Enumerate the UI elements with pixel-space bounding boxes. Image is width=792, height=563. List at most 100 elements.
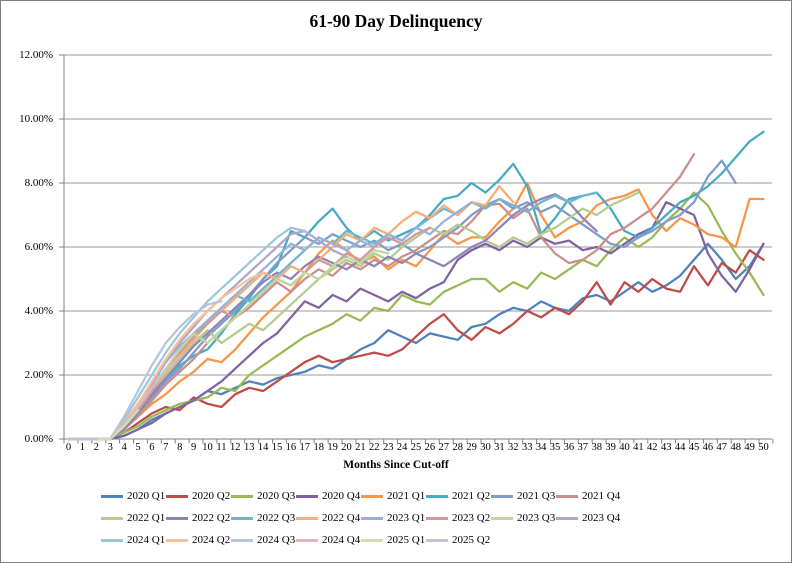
x-tick-label: 5 — [135, 442, 141, 453]
y-tick-label: 8.00% — [24, 177, 53, 189]
x-tick-label: 38 — [591, 442, 602, 453]
x-tick-label: 16 — [285, 442, 297, 453]
x-tick-label: 25 — [410, 442, 422, 453]
x-tick-label: 19 — [327, 442, 338, 453]
legend-label: 2020 Q3 — [257, 490, 296, 502]
series-line-2022-q2[interactable] — [67, 193, 598, 441]
x-tick-label: 29 — [466, 442, 477, 453]
series-line-2022-q1[interactable] — [67, 191, 640, 441]
x-tick-label: 9 — [190, 442, 197, 453]
legend-item-2024-q4[interactable]: 2024 Q4 — [296, 529, 361, 551]
x-tick-label: 15 — [271, 442, 283, 453]
legend-line-swatch-icon — [556, 516, 578, 520]
legend-label: 2024 Q1 — [127, 534, 166, 546]
x-tick-label: 50 — [758, 442, 769, 453]
series-line-2023-q4[interactable] — [67, 229, 348, 441]
x-tick-label: 18 — [313, 442, 324, 453]
series-line-2020-q3[interactable] — [67, 191, 765, 441]
series-line-2021-q3[interactable] — [67, 159, 737, 441]
legend-item-2020-q3[interactable]: 2020 Q3 — [231, 485, 296, 507]
x-tick-label: 40 — [619, 442, 630, 453]
legend-item-2022-q4[interactable]: 2022 Q4 — [296, 507, 361, 529]
legend-item-2025-q1[interactable]: 2025 Q1 — [361, 529, 426, 551]
chart-legend: 2020 Q1 2020 Q2 2020 Q3 2020 Q4 2021 Q1 2021 … — [101, 485, 641, 551]
y-tick-label: 2.00% — [24, 369, 53, 381]
legend-item-2021-q1[interactable]: 2021 Q1 — [361, 485, 426, 507]
legend-item-2022-q3[interactable]: 2022 Q3 — [231, 507, 296, 529]
legend-label: 2020 Q2 — [192, 490, 231, 502]
x-tick-label: 17 — [299, 442, 311, 453]
series-line-2021-q4[interactable] — [67, 153, 696, 441]
x-tick-label: 27 — [438, 442, 450, 453]
x-tick-label: 42 — [647, 442, 658, 453]
legend-item-2020-q2[interactable]: 2020 Q2 — [166, 485, 231, 507]
legend-line-swatch-icon — [166, 538, 188, 542]
x-tick-label: 33 — [521, 442, 533, 453]
legend-label: 2021 Q4 — [582, 490, 621, 502]
legend-line-swatch-icon — [361, 538, 383, 542]
legend-label: 2023 Q1 — [387, 512, 426, 524]
legend-label: 2025 Q2 — [452, 534, 491, 546]
legend-label: 2023 Q3 — [517, 512, 556, 524]
chart-title: 61-90 Day Delinquency — [309, 11, 483, 31]
x-axis-title: Months Since Cut-off — [343, 459, 449, 471]
legend-line-swatch-icon — [426, 538, 448, 542]
x-tick-label: 7 — [163, 442, 169, 453]
x-tick-label: 46 — [702, 442, 714, 453]
series-line-2021-q2[interactable] — [67, 130, 765, 441]
series-line-2021-q1[interactable] — [67, 181, 765, 441]
legend-item-2024-q3[interactable]: 2024 Q3 — [231, 529, 296, 551]
x-tick-label: 20 — [341, 442, 352, 453]
legend-label: 2022 Q4 — [322, 512, 361, 524]
legend-item-2020-q4[interactable]: 2020 Q4 — [296, 485, 361, 507]
x-tick-label: 49 — [744, 442, 755, 453]
x-tick-label: 14 — [257, 442, 269, 453]
y-tick-label: 4.00% — [24, 305, 53, 317]
x-tick-label: 44 — [674, 442, 686, 453]
legend-item-2021-q3[interactable]: 2021 Q3 — [491, 485, 556, 507]
legend-item-2023-q4[interactable]: 2023 Q4 — [556, 507, 621, 529]
legend-line-swatch-icon — [166, 516, 188, 520]
legend-label: 2025 Q1 — [387, 534, 426, 546]
x-tick-label: 4 — [121, 442, 127, 453]
legend-item-2021-q4[interactable]: 2021 Q4 — [556, 485, 621, 507]
legend-item-2023-q1[interactable]: 2023 Q1 — [361, 507, 426, 529]
x-tick-label: 45 — [688, 442, 700, 453]
legend-label: 2022 Q2 — [192, 512, 231, 524]
x-tick-label: 3 — [107, 442, 113, 453]
legend-item-2022-q1[interactable]: 2022 Q1 — [101, 507, 166, 529]
x-tick-label: 6 — [149, 442, 155, 453]
x-tick-label: 30 — [480, 442, 491, 453]
legend-line-swatch-icon — [101, 538, 123, 542]
y-tick-label: 0.00% — [24, 433, 53, 445]
x-tick-label: 28 — [452, 442, 463, 453]
legend-item-2024-q2[interactable]: 2024 Q2 — [166, 529, 231, 551]
legend-item-2023-q2[interactable]: 2023 Q2 — [426, 507, 491, 529]
x-tick-label: 31 — [494, 442, 505, 453]
y-tick-label: 12.00% — [19, 49, 53, 61]
legend-label: 2023 Q4 — [582, 512, 621, 524]
legend-label: 2024 Q4 — [322, 534, 361, 546]
x-tick-label: 43 — [660, 442, 672, 453]
x-tick-label: 1 — [79, 442, 86, 453]
x-tick-label: 2 — [93, 442, 99, 453]
x-tick-label: 21 — [355, 442, 366, 453]
legend-item-2021-q2[interactable]: 2021 Q2 — [426, 485, 491, 507]
legend-line-swatch-icon — [231, 538, 253, 542]
x-tick-label: 22 — [369, 442, 380, 453]
series-line-2023-q3[interactable] — [67, 249, 390, 441]
legend-item-2024-q1[interactable]: 2024 Q1 — [101, 529, 166, 551]
x-tick-label: 48 — [730, 442, 741, 453]
legend-item-2025-q2[interactable]: 2025 Q2 — [426, 529, 491, 551]
x-tick-label: 0 — [65, 442, 72, 453]
legend-line-swatch-icon — [361, 516, 383, 520]
legend-item-2020-q1[interactable]: 2020 Q1 — [101, 485, 166, 507]
legend-label: 2022 Q3 — [257, 512, 296, 524]
legend-item-2023-q3[interactable]: 2023 Q3 — [491, 507, 556, 529]
x-tick-label: 41 — [633, 442, 644, 453]
legend-line-swatch-icon — [491, 494, 513, 498]
legend-item-2022-q2[interactable]: 2022 Q2 — [166, 507, 231, 529]
legend-label: 2023 Q2 — [452, 512, 491, 524]
legend-label: 2021 Q3 — [517, 490, 556, 502]
